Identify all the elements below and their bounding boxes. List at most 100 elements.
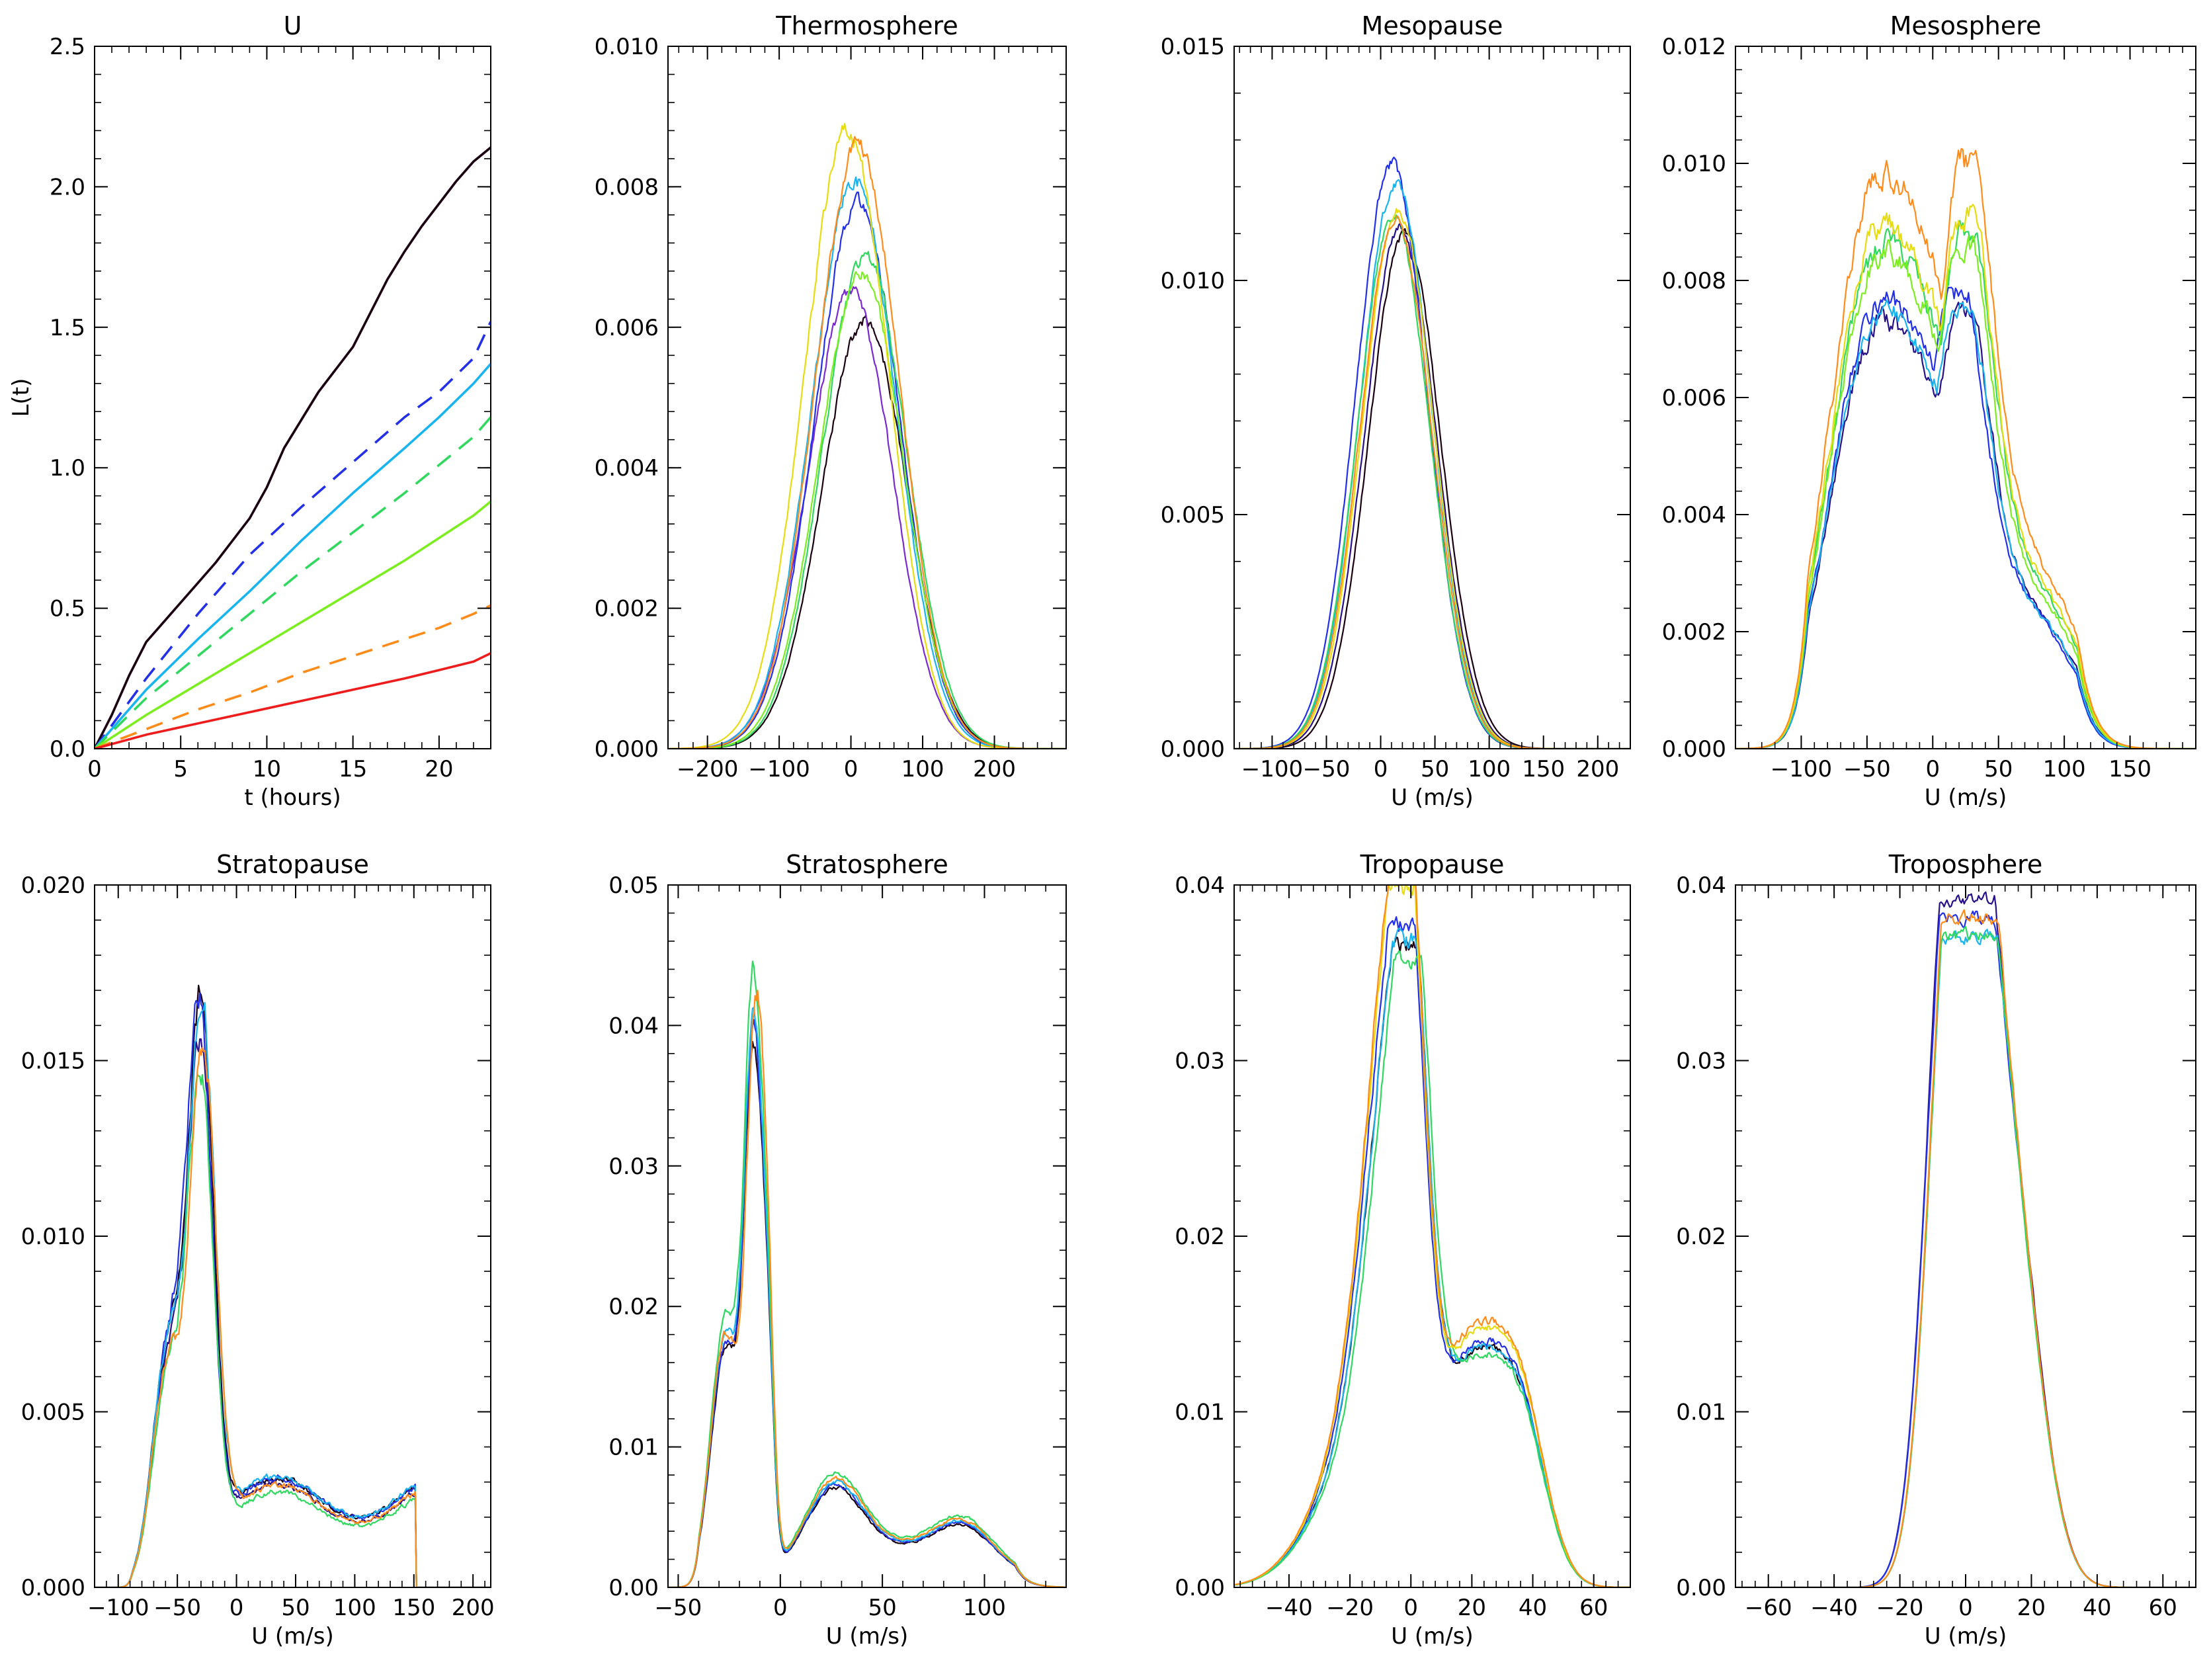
- plot-frame: [667, 46, 1067, 749]
- chart-title: Thermosphere: [775, 11, 958, 40]
- series-line-navy: [1234, 222, 1630, 749]
- chart-panel-stratopause: −100 −50 0 50 100 150 200 0.000 0.005 0.010 0.015 0…: [21, 850, 495, 1650]
- series-line-black: [95, 984, 491, 1587]
- y-tick-label: 0.010: [1161, 268, 1225, 294]
- series-line-orange: [95, 1046, 491, 1587]
- x-axis-label: U (m/s): [1925, 1623, 2007, 1650]
- series-line-cyan: [1735, 299, 2196, 749]
- y-tick-label: 0.03: [608, 1154, 659, 1180]
- series-line-yellow: [1234, 208, 1630, 749]
- x-tick-label: 100: [1468, 756, 1511, 782]
- x-tick-label: 50: [1421, 756, 1449, 782]
- y-tick-label: 2.5: [50, 34, 85, 60]
- x-tick-label: 20: [1458, 1595, 1486, 1621]
- y-tick-label: 0.05: [608, 872, 659, 899]
- y-tick-label: 0.01: [1175, 1400, 1225, 1426]
- y-tick-label: 0.010: [21, 1224, 85, 1250]
- y-tick-label: 1.0: [50, 455, 85, 482]
- series-group: [1234, 156, 1630, 749]
- x-tick-label: 0: [87, 756, 102, 782]
- x-tick-label: −100: [1771, 756, 1832, 782]
- x-tick-label: −20: [1326, 1595, 1374, 1621]
- x-tick-label: 200: [1576, 756, 1619, 782]
- x-tick-label: 15: [339, 756, 367, 782]
- series-line-yellow: [1735, 204, 2196, 749]
- x-tick-label: 0: [773, 1595, 788, 1621]
- y-tick-label: 0.01: [1676, 1400, 1726, 1426]
- x-tick-label: −50: [1303, 756, 1351, 782]
- series-line-orange: [1735, 909, 2196, 1587]
- series-line-blue: [1735, 286, 2196, 749]
- chart-panel-mesopause: −100 −50 0 50 100 150 200 0.000 0.005 0.010 0.015 M…: [1161, 11, 1631, 811]
- y-tick-label: 0.04: [608, 1013, 659, 1039]
- x-tick-label: 20: [425, 756, 453, 782]
- x-tick-label: 100: [333, 1595, 376, 1621]
- x-tick-label: 40: [2083, 1595, 2111, 1621]
- chart-title: Stratosphere: [786, 850, 948, 879]
- series-line-cyan: [1234, 927, 1630, 1587]
- series-line-green: [1234, 214, 1630, 749]
- y-tick-label: 0.004: [595, 455, 659, 482]
- series-line-cyan: [1735, 929, 2196, 1587]
- series-line-blue: [668, 1019, 1066, 1587]
- y-tick-label: 0.000: [1662, 736, 1726, 763]
- series-line-green: [95, 1073, 491, 1587]
- chart-title: Mesosphere: [1890, 11, 2042, 40]
- x-tick-label: −100: [1241, 756, 1303, 782]
- y-tick-label: 0.02: [1175, 1224, 1225, 1250]
- x-axis-label: U (m/s): [1391, 1623, 1474, 1650]
- chart-panel-troposphere: −60 −40 −20 0 20 40 60 0.00 0.01 0.02 0.03 0.04 Trop…: [1676, 850, 2196, 1650]
- y-tick-label: 0.015: [1161, 34, 1225, 60]
- x-tick-label: 100: [963, 1595, 1006, 1621]
- x-tick-label: 60: [2149, 1595, 2177, 1621]
- x-tick-label: 150: [2108, 756, 2151, 782]
- y-tick-label: 0.01: [608, 1435, 659, 1461]
- chart-title: U: [284, 11, 302, 40]
- series-line-black: [1234, 228, 1630, 749]
- x-tick-label: −20: [1876, 1595, 1924, 1621]
- y-tick-label: 0.00: [1175, 1575, 1225, 1601]
- x-axis-label: U (m/s): [1391, 784, 1474, 811]
- series-line-blue: [1234, 916, 1630, 1587]
- x-tick-label: 150: [1522, 756, 1565, 782]
- plot-frame: [94, 46, 491, 749]
- x-tick-label: −60: [1745, 1595, 1792, 1621]
- x-tick-label: 5: [173, 756, 188, 782]
- x-tick-label: 200: [452, 1595, 495, 1621]
- series-line-lime: [668, 271, 1066, 749]
- series-line-orange: [668, 989, 1066, 1587]
- y-tick-label: 0.002: [595, 596, 659, 622]
- series-group: [668, 123, 1066, 749]
- x-axis-label: U (m/s): [1925, 784, 2007, 811]
- series-line-cyan: [1234, 179, 1630, 749]
- y-tick-label: 0.006: [595, 315, 659, 341]
- series-line-orange: [1234, 885, 1630, 1587]
- y-tick-label: 0.010: [595, 34, 659, 60]
- series-line-orange: [1735, 147, 2196, 749]
- chart-panel-stratosphere: −50 0 50 100 0.00 0.01 0.02 0.03 0.04 0.05 Stratos…: [608, 850, 1067, 1650]
- y-tick-label: 0.5: [50, 596, 85, 622]
- y-tick-label: 0.02: [608, 1294, 659, 1320]
- plot-frame: [1233, 46, 1631, 749]
- y-tick-label: 0.012: [1662, 34, 1726, 60]
- x-tick-label: 0: [1374, 756, 1388, 782]
- series-line-yellow: [668, 123, 1066, 749]
- series-line-blue: [1735, 910, 2196, 1587]
- series-line-cyan: [95, 1001, 491, 1587]
- series-line-green: [668, 960, 1066, 1587]
- series-line-red: [95, 651, 491, 749]
- x-tick-label: −40: [1265, 1595, 1313, 1621]
- y-tick-label: 0.002: [1662, 619, 1726, 646]
- x-tick-label: 0: [1958, 1595, 1973, 1621]
- x-axis-label: U (m/s): [251, 1623, 334, 1650]
- chart-title: Troposphere: [1888, 850, 2043, 879]
- series-group: [95, 146, 491, 749]
- x-tick-label: 40: [1519, 1595, 1547, 1621]
- series-line-black: [668, 314, 1066, 749]
- x-tick-label: 0: [1925, 756, 1940, 782]
- y-tick-label: 0.000: [21, 1575, 85, 1601]
- x-tick-label: 60: [1579, 1595, 1608, 1621]
- x-tick-label: 50: [1984, 756, 2013, 782]
- series-line-green-dashed: [95, 416, 491, 749]
- series-group: [95, 984, 491, 1587]
